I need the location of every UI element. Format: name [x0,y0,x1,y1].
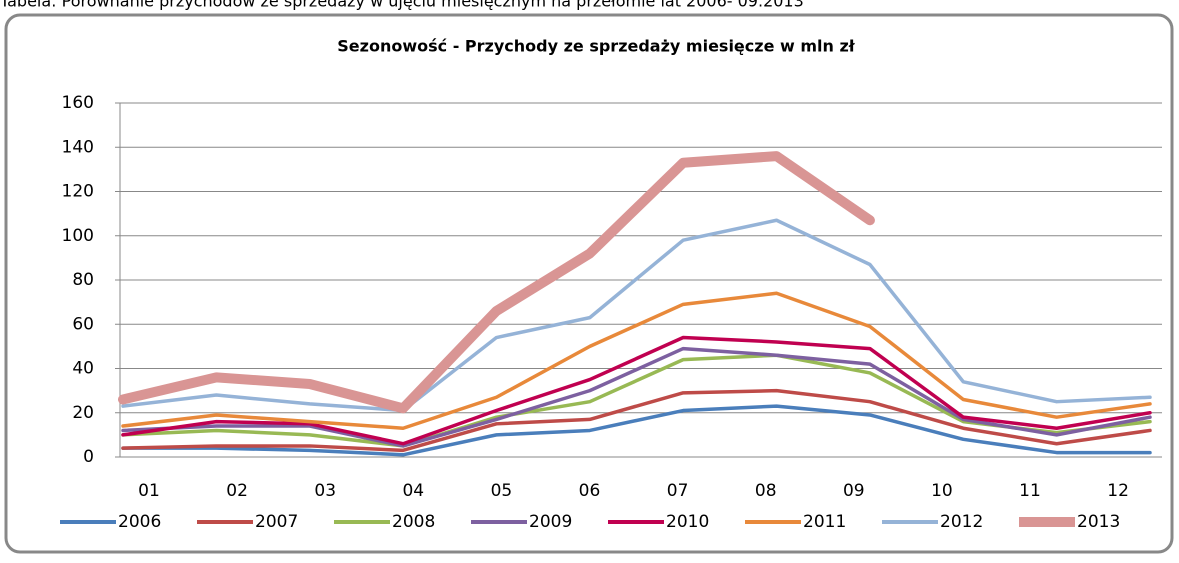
legend-label: 2008 [392,512,435,532]
x-tick-label: 01 [138,481,160,501]
y-tick-label: 60 [72,314,94,334]
legend-label: 2009 [529,512,572,532]
x-tick-label: 07 [667,481,689,501]
y-tick-label: 0 [83,447,94,467]
x-tick-label: 05 [491,481,513,501]
legend-label: 2006 [118,512,161,532]
chart-title: Sezonowość - Przychody ze sprzedaży mies… [337,37,856,56]
x-tick-label: 03 [314,481,336,501]
y-tick-label: 100 [62,226,94,246]
legend-label: 2012 [940,512,983,532]
series-line [121,291,1152,430]
x-tick-label: 04 [402,481,424,501]
y-tick-label: 160 [62,93,94,113]
x-tick-label: 08 [755,481,777,501]
x-tick-label: 11 [1019,481,1041,501]
x-tick-label: 12 [1107,481,1129,501]
x-tick-label: 10 [931,481,953,501]
series-line [121,404,1152,457]
legend-label: 2013 [1077,512,1120,532]
series-line [121,388,1152,453]
legend-label: 2011 [803,512,846,532]
y-tick-label: 40 [72,359,94,379]
y-tick-label: 20 [72,403,94,423]
series-line [121,335,1152,446]
series-line [121,346,1152,448]
x-tick-label: 02 [226,481,248,501]
legend-label: 2010 [666,512,709,532]
caption: Tabela: Porównanie przychodów ze sprzeda… [0,0,804,11]
series-line [118,151,875,414]
chart-border [4,13,1174,554]
legend-label: 2007 [255,512,298,532]
y-tick-label: 140 [62,137,94,157]
y-tick-label: 80 [72,270,94,290]
y-tick-label: 120 [62,182,94,202]
x-tick-label: 09 [843,481,865,501]
x-tick-label: 06 [579,481,601,501]
series-line [121,218,1152,413]
